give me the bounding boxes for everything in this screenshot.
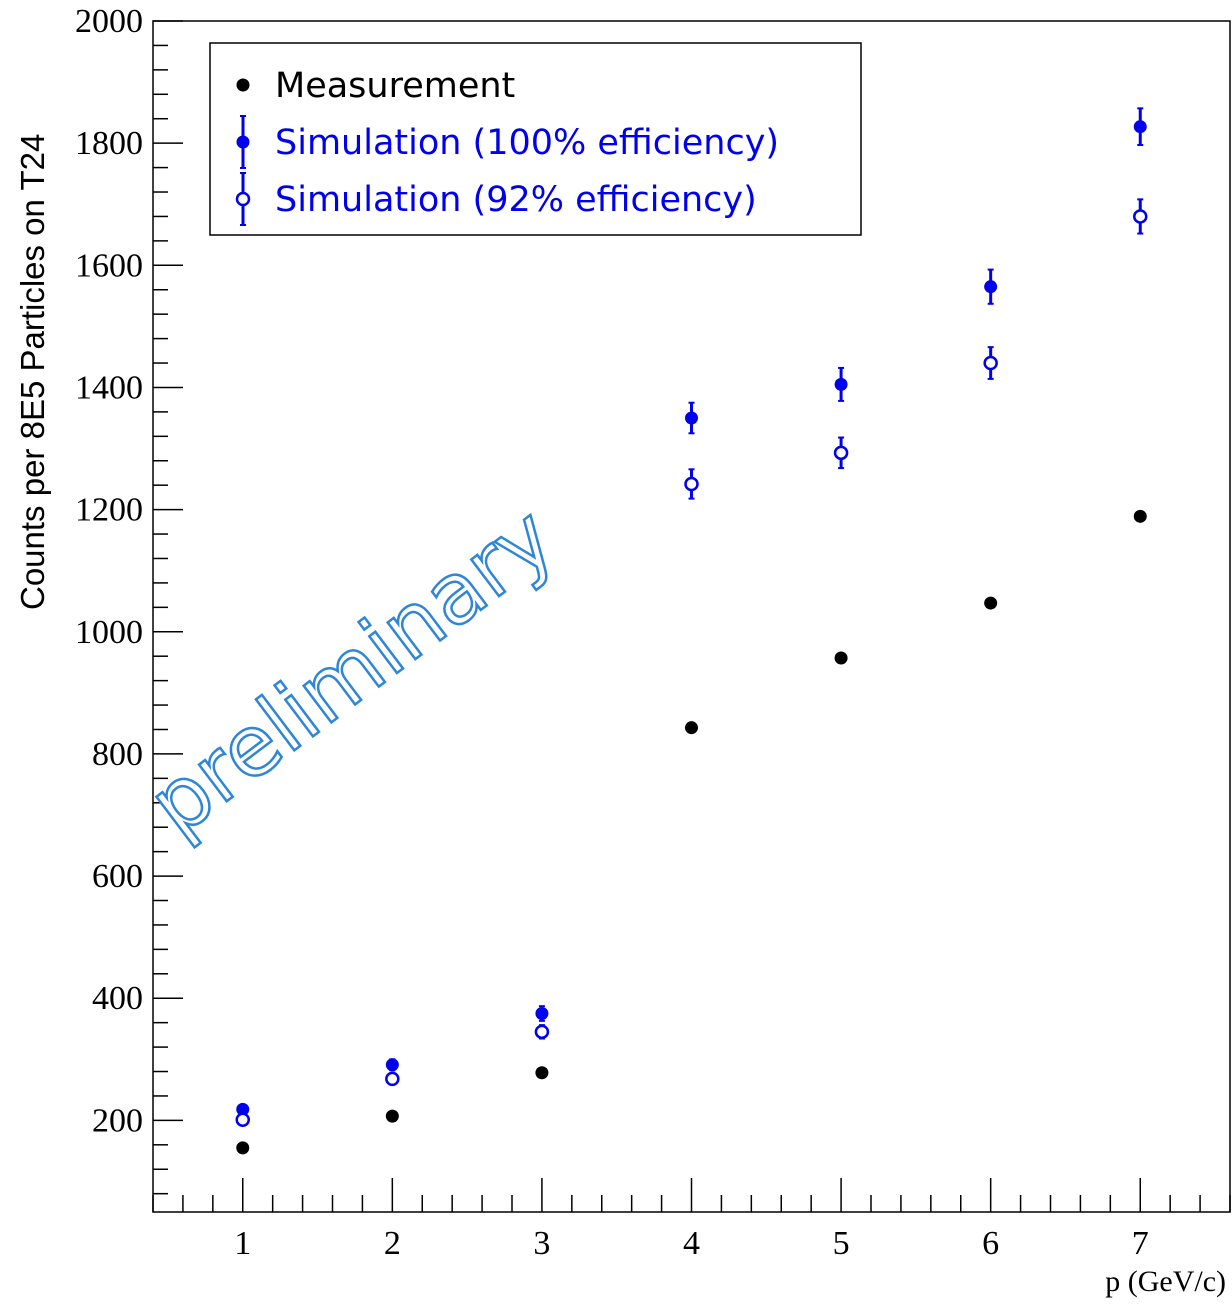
y-tick-label: 1200 bbox=[75, 492, 143, 529]
y-tick-label: 1600 bbox=[75, 247, 143, 284]
data-point bbox=[535, 1066, 549, 1080]
legend: Measurement Simulation (100% efficiency) S… bbox=[209, 42, 862, 236]
x-tick-label: 5 bbox=[833, 1225, 850, 1262]
series-measurement bbox=[236, 509, 1147, 1155]
x-tick-label: 1 bbox=[234, 1225, 251, 1262]
legend-label: Measurement bbox=[275, 66, 515, 106]
axis-ticks bbox=[152, 20, 1231, 1212]
data-marks bbox=[235, 107, 1148, 1155]
legend-marker bbox=[236, 78, 250, 92]
data-point bbox=[984, 280, 998, 294]
y-tick-label: 200 bbox=[92, 1102, 143, 1139]
y-axis-title: Counts per 8E5 Particles on T24 bbox=[14, 134, 51, 610]
y-tick-label: 1400 bbox=[75, 369, 143, 406]
data-point bbox=[235, 1112, 250, 1128]
legend-marker bbox=[236, 135, 250, 149]
y-tick-label: 2000 bbox=[75, 3, 143, 40]
legend-label: Simulation (92% efficiency) bbox=[275, 180, 757, 220]
x-tick-label: 7 bbox=[1132, 1225, 1149, 1262]
data-point bbox=[534, 1024, 550, 1040]
y-tick-label: 800 bbox=[92, 736, 143, 773]
data-point bbox=[684, 476, 699, 492]
series-simulation-92-efficiency bbox=[235, 198, 1148, 1128]
x-axis-title: p (GeV/c) bbox=[1105, 1265, 1226, 1298]
data-point bbox=[1133, 209, 1148, 224]
x-tick-label: 4 bbox=[683, 1225, 700, 1262]
data-point bbox=[983, 355, 998, 371]
y-tick-label: 600 bbox=[92, 858, 143, 895]
data-point bbox=[236, 1102, 250, 1116]
y-tick-label: 1800 bbox=[75, 125, 143, 162]
data-point bbox=[385, 1109, 399, 1123]
y-tick-label: 1000 bbox=[75, 614, 143, 651]
data-point bbox=[984, 596, 998, 610]
x-tick-label: 6 bbox=[982, 1225, 999, 1262]
watermark-layer: preliminary bbox=[130, 486, 574, 855]
data-point bbox=[1133, 120, 1147, 134]
legend-box bbox=[209, 42, 862, 236]
y-tick-label: 400 bbox=[92, 980, 143, 1017]
data-point bbox=[833, 445, 849, 461]
data-point bbox=[685, 721, 698, 735]
x-tick-label: 3 bbox=[533, 1225, 550, 1262]
data-point bbox=[685, 411, 698, 425]
tick-labels: 1 2 3 4 5 6 7 200 400 600 800 1000 1200 1400 1600 1800 2… bbox=[75, 3, 1149, 1262]
watermark-text: preliminary bbox=[131, 488, 572, 854]
data-point bbox=[535, 1007, 549, 1020]
data-point bbox=[236, 1141, 250, 1155]
data-point bbox=[1133, 509, 1147, 523]
data-point bbox=[385, 1071, 400, 1087]
data-point bbox=[834, 651, 848, 665]
legend-label: Simulation (100% efficiency) bbox=[275, 123, 779, 163]
legend-marker bbox=[235, 191, 251, 207]
x-tick-label: 2 bbox=[384, 1225, 401, 1262]
data-point bbox=[385, 1058, 399, 1072]
data-point bbox=[834, 377, 848, 391]
